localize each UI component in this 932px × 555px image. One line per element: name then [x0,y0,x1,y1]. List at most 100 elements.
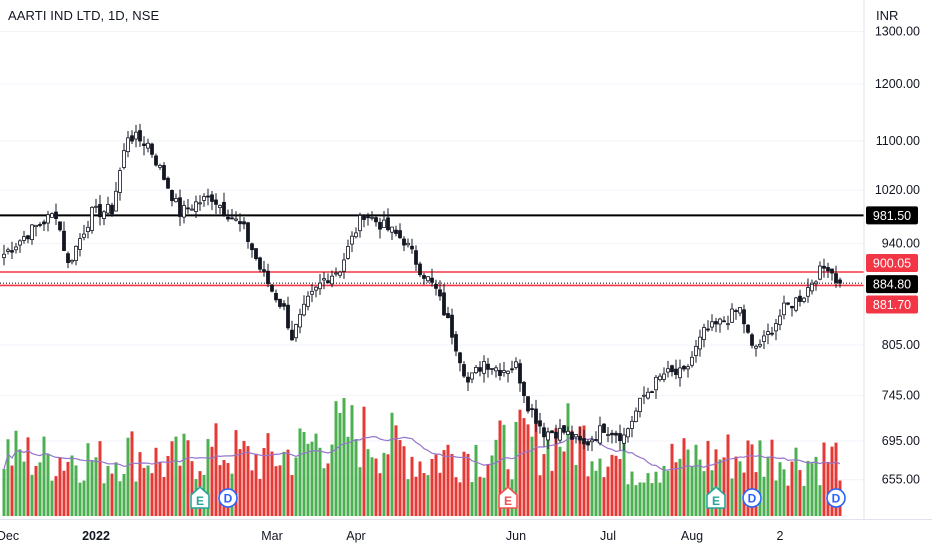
candle [214,193,218,215]
candle [510,360,514,374]
candle [410,238,414,254]
candle [26,234,30,244]
candle-body [94,205,98,208]
candle-body [206,195,210,198]
candle [646,387,650,400]
volume-bar [718,459,722,516]
volume-bar [478,476,482,516]
candle-body [114,190,118,212]
dividend-marker[interactable]: D [742,488,762,508]
candle [834,265,838,288]
candle-body [158,164,162,168]
candle-body [670,365,674,373]
volume-bar [66,461,70,516]
candle-body [30,224,34,240]
candle [626,427,630,443]
volume-bar [722,457,726,516]
candle [230,208,234,220]
candle-body [434,284,438,289]
volume-bar [210,446,214,516]
earnings-marker[interactable]: E [706,485,726,509]
volume-bar [654,471,658,516]
candle-body [74,245,78,261]
volume-bar [638,482,642,516]
candle-body [250,243,254,251]
candle [366,212,370,226]
volume-bar [82,480,86,516]
candle [146,138,150,153]
candle-body [594,439,598,441]
candle [358,212,362,238]
candle-body [534,408,538,424]
volume-bar [298,428,302,516]
candle-body [634,410,638,422]
volume-bar [330,444,334,516]
dividend-letter: D [224,492,233,506]
candle-body [474,367,478,374]
volume-bar [470,482,474,516]
candle-body [98,204,102,218]
candle-body [690,356,694,366]
candle-body [306,295,310,307]
volume-bar [602,477,606,516]
candle-body [478,367,482,372]
volume-bar [670,443,674,516]
candle-body [154,155,158,166]
volume-bar [534,411,538,516]
candle-body [758,343,762,347]
volume-bar [250,470,254,516]
time-tick-label: Dec [0,529,19,543]
dividend-marker[interactable]: D [826,488,846,508]
volume-bar [406,479,410,516]
candle-body [454,334,458,352]
volume-bar [498,420,502,516]
candle [674,359,678,380]
price-axis[interactable]: 1300.00 1200.00 1100.00 1020.00 940.00 805.00… [875,25,920,487]
time-axis[interactable]: Dec 2022 Mar Apr Jun Jul Aug 2 [0,529,784,543]
candle-body [486,363,490,370]
dividend-marker[interactable]: D [218,488,238,508]
volume-bar [54,476,58,516]
volume-bar [766,456,770,516]
candle [826,262,830,279]
candle [134,124,138,148]
candle-body [834,273,838,283]
volume-bar [686,449,690,516]
volume-bar [786,485,790,516]
candle-body [258,257,262,270]
earnings-marker[interactable]: E [190,485,210,509]
volume-bar [698,459,702,516]
candle [190,204,194,211]
candle [562,424,566,435]
volume-bar [642,482,646,516]
candle-body [358,215,362,232]
candle [818,261,822,281]
candle [142,136,146,156]
candle [474,364,478,375]
candle [450,308,454,345]
earnings-marker[interactable]: E [498,485,518,509]
candle [722,316,726,323]
volume-bar [566,403,570,516]
candle [534,399,538,432]
candle-body [526,396,530,412]
price-tick-label: 805.00 [882,338,920,352]
time-tick-label: 2 [777,529,784,543]
volume-bar [434,454,438,516]
candle-body [186,207,190,210]
volume-bar [450,453,454,516]
candle [194,195,198,218]
volume-bar [418,461,422,516]
candle-body [150,143,154,155]
candle-body [362,214,366,220]
volume-bar [818,485,822,516]
candle [386,208,390,232]
candle-body [90,206,94,231]
volume-bar [286,449,290,516]
candle [438,280,442,301]
volume-bar [22,461,26,516]
candle [198,195,202,211]
